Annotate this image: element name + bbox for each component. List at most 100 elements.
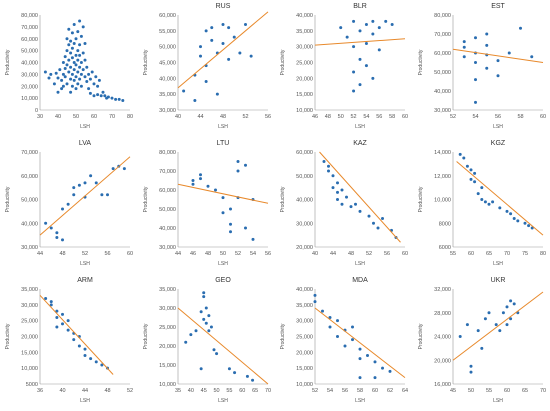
data-point [507,51,511,55]
x-tick-label: 55 [485,388,491,394]
x-tick-label: 70 [264,388,270,394]
data-point [473,78,477,82]
x-tick-label: 50 [73,114,79,120]
y-tick-label: 35,000 [21,287,38,293]
chart-title: EST [491,3,505,10]
data-point [76,82,80,86]
data-point [349,205,353,209]
data-point [479,198,483,201]
data-point [81,25,85,29]
x-tick-label: 40 [174,114,180,120]
data-point [61,61,65,64]
chart-panel-kaz: KAZ 40 44 48 52 56 60 20,000 30,000 40,000 50,000 6… [275,137,410,269]
data-point [508,299,512,303]
x-tick-label: 50 [213,388,219,394]
y-tick-label: 15,000 [296,366,313,372]
data-point [364,64,368,68]
y-tick-label: 15,000 [296,92,313,98]
x-tick-label: 60 [539,114,545,120]
data-point [67,43,71,47]
y-axis-label: Productivity [418,323,424,349]
data-point [479,186,483,190]
data-point [339,26,343,30]
data-point [473,100,477,104]
data-point [70,56,74,60]
data-point [340,188,344,192]
y-tick-label: 80,000 [159,150,176,156]
x-tick-label: 60 [402,251,408,257]
y-tick-label: 40,000 [434,89,451,95]
x-tick-label: 44 [37,251,43,257]
x-axis-label: LSH [493,124,503,130]
data-point [358,57,362,61]
x-tick-label: 56 [494,114,500,120]
scatter-plot: UKR 45 50 55 60 65 70 16,000 20,000 24,000 28,000 3… [418,277,546,404]
chart-title: LTU [216,140,229,147]
data-point [76,58,80,62]
scatter-plot: GEO 35 40 45 50 55 60 65 70 10,000 15,000 20,000 25,… [143,277,271,404]
data-point [110,96,114,100]
y-tick-label: 70,000 [159,169,176,175]
data-point [81,68,85,72]
data-point [78,77,82,81]
data-point [192,99,196,102]
data-point [188,333,192,337]
y-tick-label: 16,000 [434,382,451,388]
data-point [77,183,81,187]
y-tick-label: 60,000 [159,13,176,19]
x-tick-label: 54 [327,388,333,394]
x-tick-label: 44 [174,251,180,257]
data-point [352,89,356,93]
data-point [336,319,339,323]
data-point [469,168,472,172]
x-tick-label: 52 [312,388,318,394]
data-point [49,303,53,307]
y-axis-label: Productivity [143,49,149,75]
data-point [49,226,53,230]
data-point [487,311,490,315]
data-point [191,179,194,182]
chart-title: ARM [77,277,93,284]
data-point [228,222,232,226]
chart-panel-arm: ARM 36 40 44 48 52 5000 10,000 15,000 20,000 25,00… [0,274,135,406]
data-point [72,78,76,82]
chart-title: KGZ [490,140,505,147]
y-axis-label: Productivity [5,49,11,75]
y-tick-label: 28,000 [434,311,451,317]
data-point [313,293,317,297]
x-axis-label: LSH [218,398,228,404]
chart-title: UKR [490,277,505,284]
scatter-plot: EST 52 54 56 58 60 30,000 40,000 50,000 60,000 70,… [418,3,546,130]
data-point [345,195,348,199]
data-point [209,38,213,42]
y-tick-label: 10,000 [21,366,38,372]
x-tick-label: 65 [252,388,258,394]
data-point [85,65,89,69]
y-tick-label: 30,000 [21,303,38,309]
data-point [497,206,501,210]
x-tick-label: 70 [109,114,115,120]
data-point [79,34,83,38]
data-point [201,317,205,321]
data-point [483,200,487,204]
data-point [88,91,92,95]
data-point [472,171,476,175]
data-point [79,72,83,76]
data-point [74,53,78,57]
data-point [237,51,241,55]
data-point [70,31,74,35]
data-point [505,323,508,327]
data-point [331,174,335,178]
data-point [250,378,254,382]
x-tick-label: 75 [521,251,527,257]
y-tick-label: 35,000 [159,92,176,98]
data-point [354,202,357,206]
data-point [111,167,115,171]
trend-line [39,294,114,375]
y-tick-label: 55,000 [159,29,176,35]
data-point [94,181,98,185]
x-tick-label: 65 [521,388,527,394]
y-tick-label: 30,000 [159,306,176,312]
x-axis-label: LSH [80,261,90,267]
y-tick-label: 20,000 [296,245,313,251]
